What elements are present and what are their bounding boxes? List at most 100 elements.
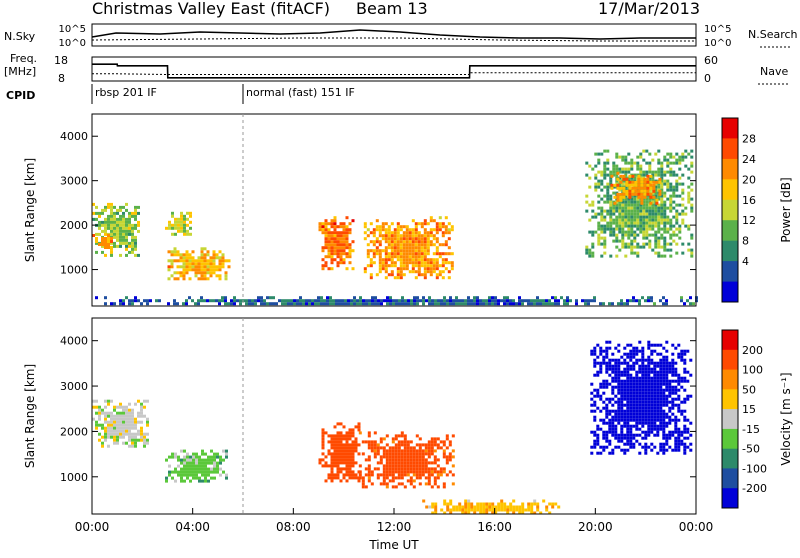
heatmap-cell xyxy=(375,273,379,277)
heatmap-cell xyxy=(647,421,651,425)
heatmap-cell xyxy=(140,432,143,436)
heatmap-cell xyxy=(622,189,626,193)
heatmap-cell xyxy=(345,237,349,241)
heatmap-cell xyxy=(680,412,684,416)
heatmap-cell xyxy=(417,252,421,256)
heatmap-cell xyxy=(218,299,221,303)
heatmap-cell xyxy=(512,299,515,303)
heatmap-cell xyxy=(441,270,445,274)
heatmap-cell xyxy=(641,361,645,365)
heatmap-cell xyxy=(104,246,107,249)
heatmap-cell xyxy=(629,409,633,413)
heatmap-cell xyxy=(612,167,616,171)
heatmap-cell xyxy=(662,370,666,374)
heatmap-cell xyxy=(324,479,328,483)
heatmap-cell xyxy=(394,455,398,459)
heatmap-cell xyxy=(128,211,131,215)
heatmap-cell xyxy=(119,232,122,236)
heatmap-cell xyxy=(182,262,186,266)
colorbar-tick-label: 50 xyxy=(742,383,756,396)
heatmap-cell xyxy=(674,370,678,374)
heatmap-cell xyxy=(351,461,355,465)
heatmap-cell xyxy=(656,364,660,368)
heatmap-cell xyxy=(633,194,637,198)
heatmap-cell xyxy=(686,379,690,383)
heatmap-cell xyxy=(146,432,149,436)
heatmap-cell xyxy=(134,217,137,221)
heatmap-cell xyxy=(122,211,125,215)
x-tick-label: 00:00 xyxy=(679,520,714,534)
heatmap-cell xyxy=(324,219,328,223)
heatmap-cell xyxy=(375,225,379,229)
heatmap-cell xyxy=(662,373,666,377)
heatmap-cell xyxy=(327,473,331,477)
heatmap-cell xyxy=(170,265,174,269)
heatmap-cell xyxy=(330,473,334,477)
heatmap-cell xyxy=(488,302,491,306)
heatmap-cell xyxy=(656,406,660,410)
heatmap-cell xyxy=(387,225,391,229)
heatmap-cell xyxy=(659,400,663,404)
heatmap-cell xyxy=(681,182,685,186)
heatmap-cell xyxy=(125,202,128,206)
heatmap-cell xyxy=(464,505,468,509)
heatmap-cell xyxy=(652,183,656,187)
heatmap-cell xyxy=(467,299,470,303)
heatmap-cell xyxy=(617,433,621,437)
heatmap-cell xyxy=(378,249,382,253)
heatmap-cell xyxy=(399,237,403,241)
heatmap-cell xyxy=(110,229,113,233)
heatmap-cell xyxy=(662,376,666,380)
heatmap-cell xyxy=(414,234,418,238)
heatmap-cell xyxy=(380,302,383,306)
heatmap-cell xyxy=(426,237,430,241)
heatmap-cell xyxy=(605,403,609,407)
heatmap-cell xyxy=(318,222,322,226)
heatmap-cell xyxy=(423,273,427,277)
heatmap-cell xyxy=(381,222,385,226)
heatmap-cell xyxy=(385,461,389,465)
heatmap-cell xyxy=(665,415,669,419)
heatmap-cell xyxy=(674,424,678,428)
heatmap-cell xyxy=(350,302,353,306)
heatmap-cell xyxy=(424,443,428,447)
heatmap-cell xyxy=(330,452,334,456)
heatmap-cell xyxy=(131,241,134,245)
heatmap-cell xyxy=(245,299,248,303)
heatmap-cell xyxy=(663,170,667,174)
heatmap-cell xyxy=(222,470,225,474)
heatmap-cell xyxy=(435,258,439,262)
heatmap-cell xyxy=(431,511,435,515)
heatmap-cell xyxy=(410,299,413,303)
heatmap-cell xyxy=(122,411,125,415)
heatmap-cell xyxy=(594,212,598,216)
heatmap-cell xyxy=(415,473,419,477)
heatmap-cell xyxy=(447,261,451,265)
heatmap-cell xyxy=(539,511,543,515)
heatmap-cell xyxy=(128,411,131,415)
heatmap-cell xyxy=(435,231,439,235)
heatmap-cell xyxy=(98,223,101,227)
heatmap-cell xyxy=(381,228,385,232)
heatmap-cell xyxy=(110,214,113,218)
heatmap-cell xyxy=(611,379,615,383)
heatmap-cell xyxy=(125,241,128,245)
heatmap-cell xyxy=(415,458,419,462)
heatmap-cell xyxy=(623,385,627,389)
heatmap-cell xyxy=(611,448,615,452)
heatmap-cell xyxy=(333,455,337,459)
heatmap-cell xyxy=(683,451,687,455)
heatmap-cell xyxy=(180,458,183,462)
heatmap-cell xyxy=(293,302,296,306)
heatmap-cell xyxy=(557,505,561,509)
heatmap-cell xyxy=(650,406,654,410)
heatmap-cell xyxy=(372,228,376,232)
heatmap-cell xyxy=(602,430,606,434)
noise-tick-right-top: 10^5 xyxy=(704,24,731,35)
heatmap-cell xyxy=(623,358,627,362)
heatmap-cell xyxy=(367,458,371,462)
heatmap-cell xyxy=(629,355,633,359)
heatmap-cell xyxy=(620,427,624,431)
heatmap-cell xyxy=(131,244,134,248)
heatmap-cell xyxy=(426,252,430,256)
